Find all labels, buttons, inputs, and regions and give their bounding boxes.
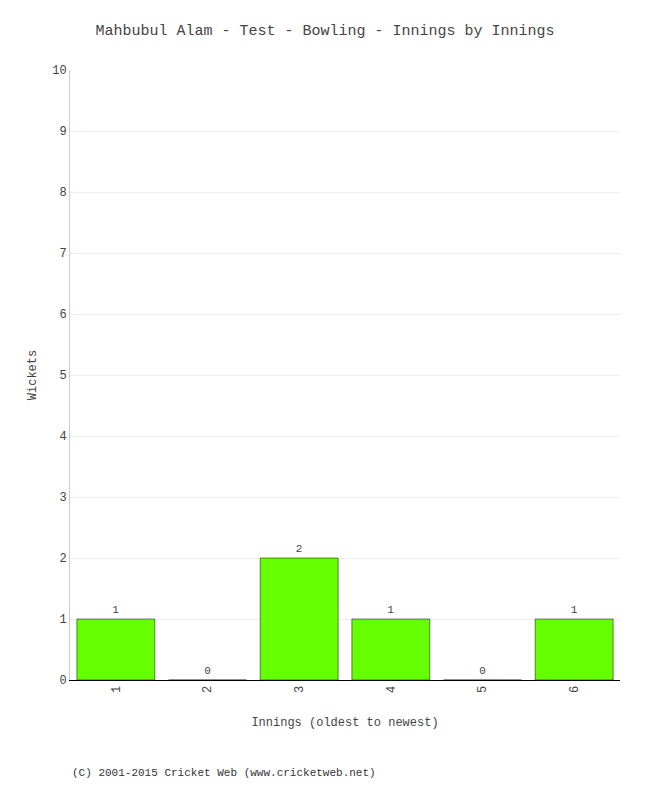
svg-text:5: 5: [59, 369, 66, 383]
svg-text:Wickets: Wickets: [26, 350, 40, 400]
svg-text:4: 4: [385, 686, 399, 693]
svg-text:Innings (oldest to newest): Innings (oldest to newest): [251, 716, 438, 730]
svg-text:2: 2: [201, 686, 215, 693]
svg-text:7: 7: [59, 247, 66, 261]
svg-text:1: 1: [571, 604, 578, 616]
svg-text:3: 3: [59, 491, 66, 505]
svg-text:3: 3: [293, 686, 307, 693]
svg-text:(C) 2001-2015 Cricket Web (www: (C) 2001-2015 Cricket Web (www.cricketwe…: [72, 767, 376, 779]
svg-text:9: 9: [59, 125, 66, 139]
svg-text:Mahbubul Alam - Test - Bowling: Mahbubul Alam - Test - Bowling - Innings…: [95, 23, 554, 40]
svg-text:4: 4: [59, 430, 66, 444]
svg-text:1: 1: [110, 686, 124, 693]
svg-text:1: 1: [387, 604, 394, 616]
svg-text:2: 2: [296, 543, 303, 555]
svg-text:10: 10: [52, 64, 66, 78]
svg-text:0: 0: [204, 665, 211, 677]
svg-text:0: 0: [479, 665, 486, 677]
svg-text:5: 5: [476, 686, 490, 693]
svg-text:1: 1: [59, 613, 66, 627]
svg-text:8: 8: [59, 186, 66, 200]
svg-text:1: 1: [112, 604, 119, 616]
svg-text:6: 6: [568, 686, 582, 693]
svg-text:6: 6: [59, 308, 66, 322]
svg-text:0: 0: [59, 674, 66, 688]
svg-text:2: 2: [59, 552, 66, 566]
